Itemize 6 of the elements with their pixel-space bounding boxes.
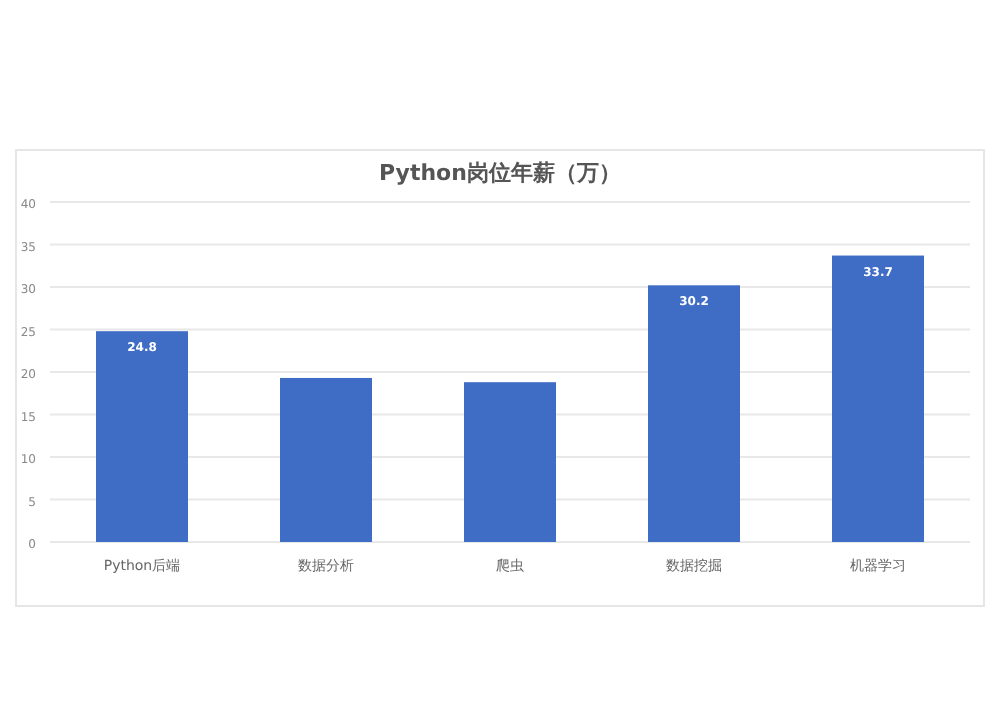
bar bbox=[832, 255, 924, 542]
bar bbox=[464, 382, 556, 542]
bar bbox=[96, 331, 188, 542]
bar bbox=[280, 377, 372, 542]
chart-title: Python岗位年薪（万） bbox=[379, 160, 621, 186]
bar bbox=[648, 285, 740, 542]
